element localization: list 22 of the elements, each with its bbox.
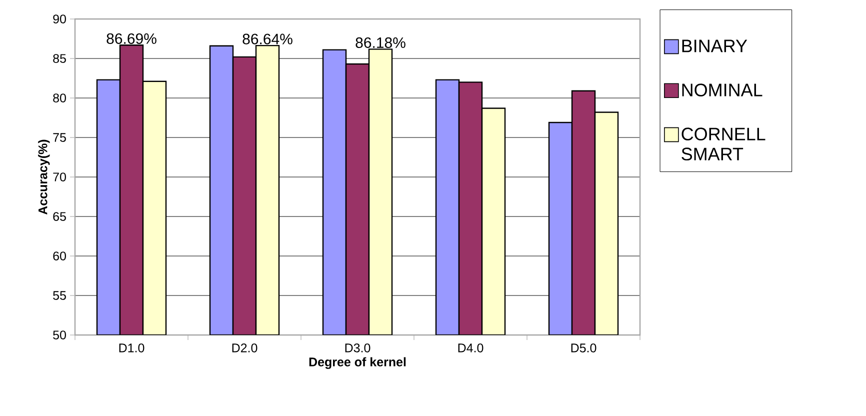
y-tick-label: 55 [53,291,66,300]
x-tick-label: D3.0 [345,344,370,352]
x-axis-title: Degree of kernel [309,357,406,369]
x-tick-label: D5.0 [571,344,596,352]
y-tick-label: 70 [53,172,66,182]
legend-label: NOMINAL [682,84,762,96]
y-tick-label: 60 [53,252,66,260]
y-tick-label: 75 [53,133,66,142]
y-tick-label: 80 [53,94,66,102]
data-label: 86.18% [356,37,406,48]
x-tick-label: D4.0 [458,344,484,352]
y-tick-label: 90 [53,14,66,24]
data-label: 86.64% [242,34,292,44]
legend-label: BINARY [682,40,748,52]
y-tick-label: 65 [53,212,66,221]
legend-label: CORNELL SMART [682,128,766,160]
x-tick-label: D2.0 [232,344,258,352]
y-tick-label: 85 [53,54,66,63]
y-axis-title: Accuracy(%) [38,140,50,215]
y-tick-label: 50 [53,330,66,340]
x-tick-label: D1.0 [119,344,144,352]
data-label: 86.69% [106,33,156,44]
